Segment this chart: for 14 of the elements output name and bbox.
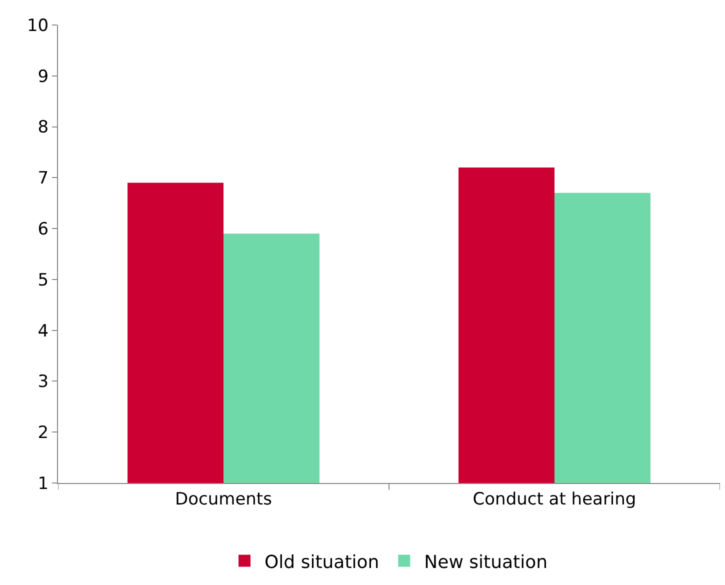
y-tick-label: 2 (38, 423, 49, 444)
y-tick-label: 10 (26, 16, 49, 36)
y-tick-label: 6 (38, 220, 49, 240)
y-tick-label: 7 (38, 168, 49, 189)
legend-label: New situation (424, 552, 548, 573)
y-tick-label: 8 (38, 118, 49, 138)
y-tick-label: 9 (38, 66, 49, 87)
y-tick-label: 1 (38, 474, 49, 494)
y-tick-label: 4 (38, 321, 49, 342)
legend-label: Old situation (264, 552, 380, 573)
y-tick-label: 5 (38, 270, 49, 290)
y-tick-label: 3 (38, 372, 49, 392)
x-tick-label: Conduct at hearing (472, 489, 636, 510)
x-tick-label: Documents (175, 489, 272, 510)
